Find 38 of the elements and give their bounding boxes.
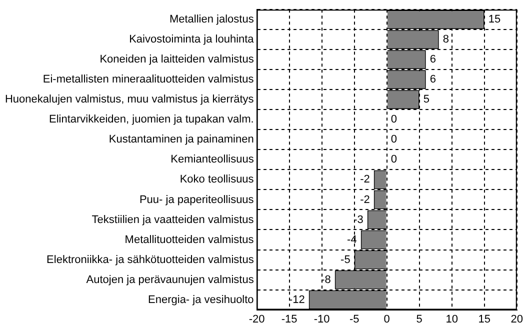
data-label: -12 — [288, 294, 305, 306]
data-label: 5 — [423, 94, 430, 106]
data-label: 0 — [390, 134, 397, 146]
y-tick-label: Metallituotteiden valmistus — [124, 234, 254, 246]
y-tick-label: Huonekalujen valmistus, muu valmistus ja kierrätys — [4, 94, 254, 106]
data-label: 0 — [390, 154, 397, 166]
data-label: 0 — [390, 114, 397, 126]
data-label: 15 — [488, 14, 501, 26]
x-tick-label: 0 — [384, 313, 390, 326]
data-label: -3 — [354, 214, 364, 226]
x-tick-label: -10 — [314, 313, 330, 326]
data-label: 6 — [430, 74, 436, 86]
x-tick-label: -15 — [281, 313, 298, 326]
y-tick-label: Metallien jalostus — [169, 14, 254, 26]
data-label: -5 — [340, 254, 350, 266]
y-tick-label: Elintarvikkeiden, juomien ja tupakan valm. — [48, 114, 254, 126]
y-tick-label: Energia- ja vesihuolto — [148, 294, 254, 306]
x-tick-label: 5 — [416, 313, 422, 326]
y-tick-label: Kaivostoiminta ja louhinta — [129, 34, 255, 46]
y-tick-label: Ei-metallisten mineraalituotteiden valmistus — [42, 74, 254, 86]
x-tick-label: -5 — [349, 313, 360, 326]
y-tick-label: Tekstiilien ja vaatteiden valmistus — [92, 214, 254, 226]
y-tick-label: Kemianteollisuus — [170, 154, 254, 166]
data-label: -8 — [321, 274, 331, 286]
y-tick-label: Koko teollisuus — [180, 174, 254, 186]
y-tick-label: Elektroniikka- ja sähkötuotteiden valmistus — [46, 254, 254, 266]
data-label: 6 — [430, 54, 436, 66]
y-tick-label: Koneiden ja laitteiden valmistus — [100, 54, 254, 66]
y-tick-label: Puu- ja paperiteollisuus — [139, 194, 254, 206]
y-tick-label: Autojen ja perävaunujen valmistus — [86, 274, 254, 286]
x-tick-label: 15 — [478, 313, 490, 326]
x-tick-label: -20 — [248, 313, 265, 326]
data-label: 8 — [442, 34, 449, 46]
y-tick-label: Kustantaminen ja painaminen — [108, 134, 254, 146]
data-label: -2 — [360, 174, 370, 186]
x-tick-label: 10 — [446, 313, 458, 326]
x-tick-label: 20 — [510, 313, 524, 326]
data-label: -2 — [360, 194, 370, 206]
